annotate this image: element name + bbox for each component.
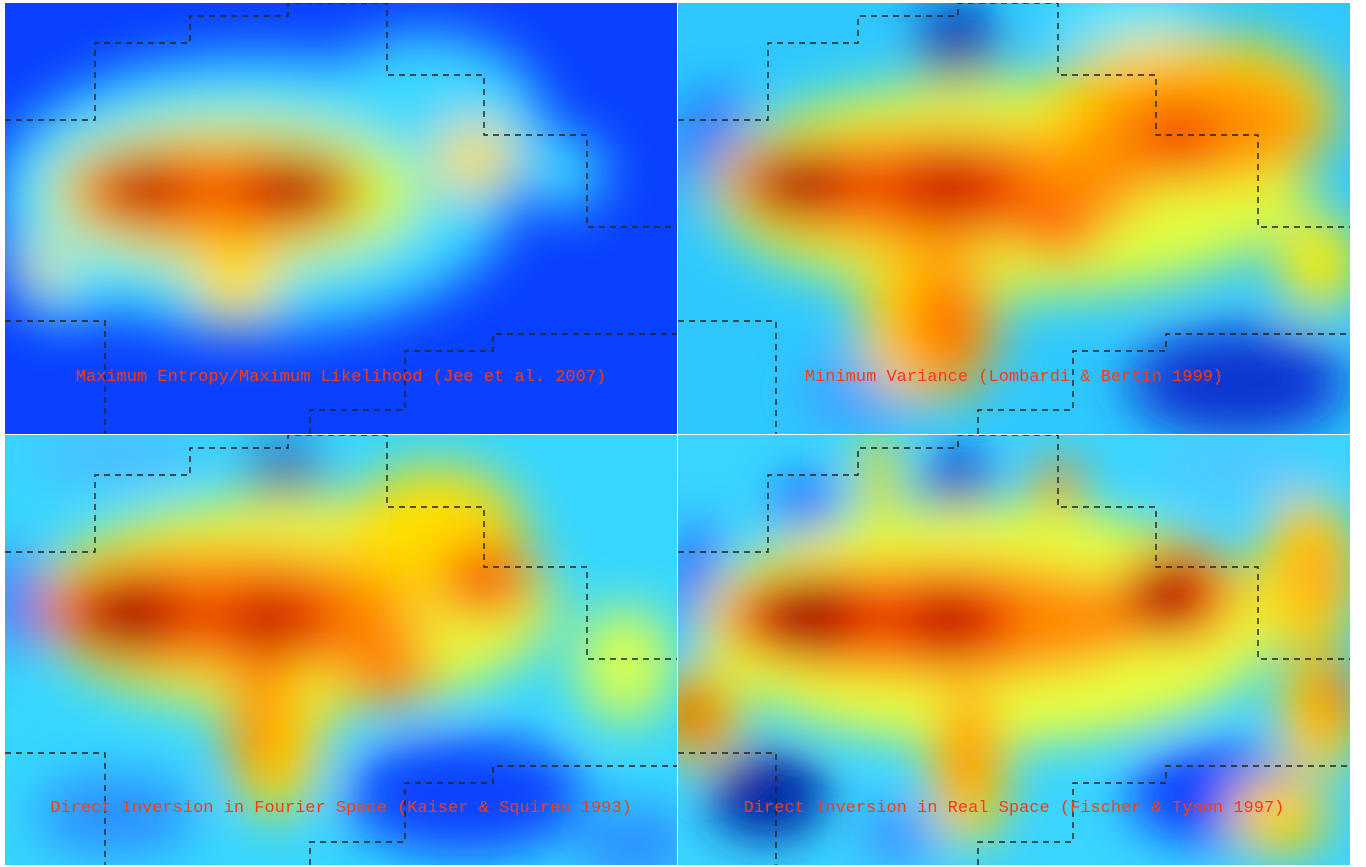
panel-fourier-inversion: Direct Inversion in Fourier Space (Kaise… bbox=[5, 435, 677, 865]
panel-caption: Direct Inversion in Fourier Space (Kaise… bbox=[50, 799, 632, 818]
panel-minimum-variance: Minimum Variance (Lombardi & Bertin 1999… bbox=[678, 3, 1350, 434]
panel-caption: Minimum Variance (Lombardi & Bertin 1999… bbox=[805, 368, 1223, 387]
panel-caption: Direct Inversion in Real Space (Fischer … bbox=[744, 799, 1285, 818]
panel-caption: Maximum Entropy/Maximum Likelihood (Jee … bbox=[76, 368, 607, 387]
panel-real-space-inversion: Direct Inversion in Real Space (Fischer … bbox=[678, 435, 1350, 865]
panel-max-entropy: Maximum Entropy/Maximum Likelihood (Jee … bbox=[5, 3, 677, 434]
